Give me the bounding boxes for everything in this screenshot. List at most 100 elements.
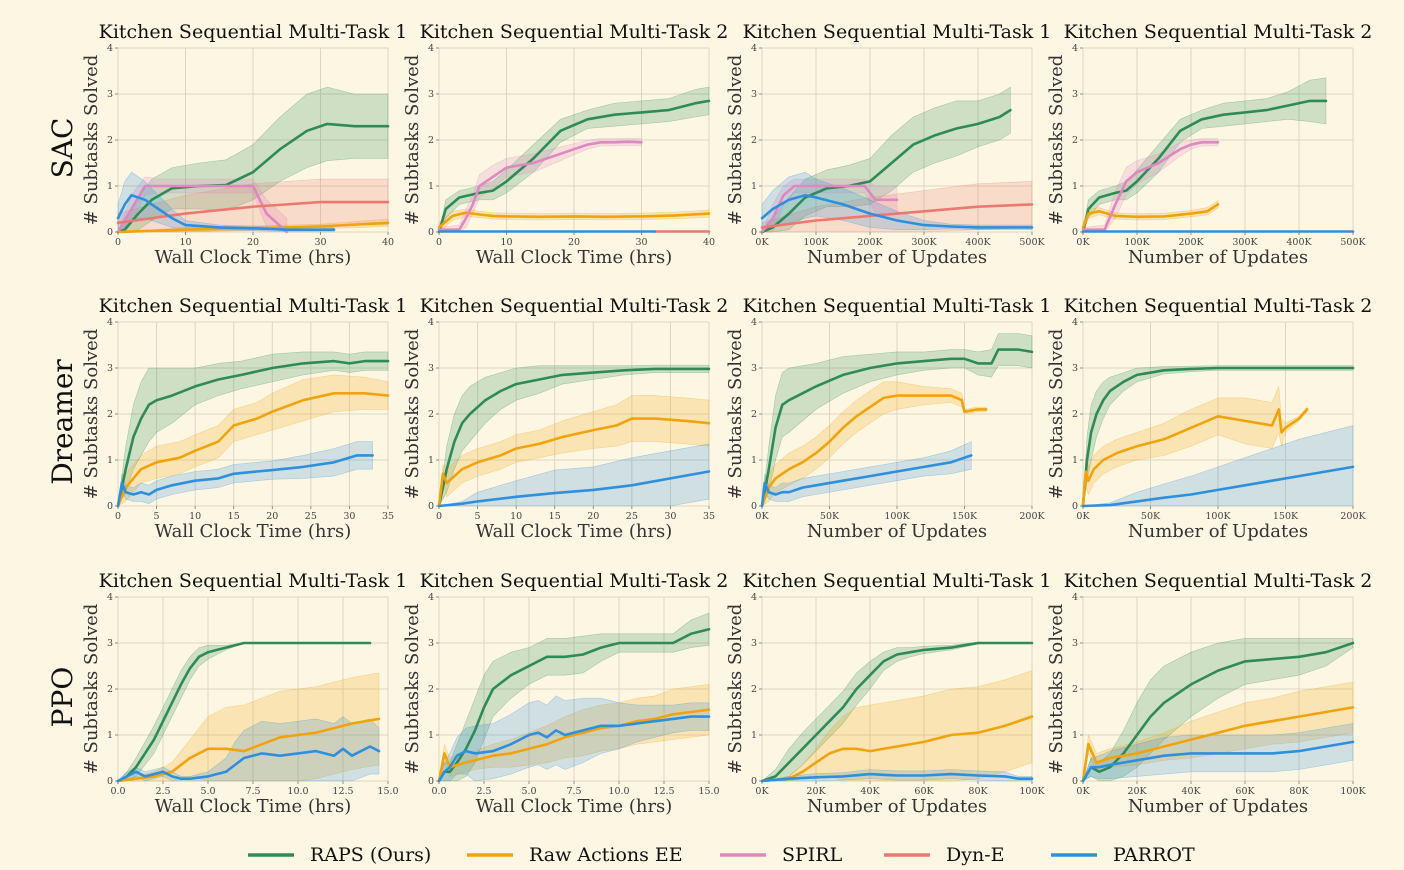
x-tick-label: 10.0 (608, 786, 629, 797)
x-tick-label: 30 (664, 511, 676, 522)
series-line (437, 367, 711, 508)
subplot-title: Kitchen Sequential Multi-Task 2 (1064, 21, 1373, 43)
y-tick-label: 0 (428, 501, 434, 512)
y-tick-label: 0 (1072, 501, 1078, 512)
x-axis-label: Number of Updates (807, 521, 987, 542)
x-tick-label: 150K (952, 511, 978, 522)
y-tick-label: 3 (1072, 638, 1078, 649)
x-tick-label: 10 (189, 511, 201, 522)
series-line (437, 140, 643, 231)
x-tick-label: 35 (382, 511, 394, 522)
x-tick-label: 0K (755, 237, 769, 248)
x-axis-label: Wall Clock Time (hrs) (476, 796, 673, 817)
y-tick-label: 1 (751, 181, 757, 192)
y-tick-label: 2 (751, 409, 757, 420)
y-axis-label: # Subtasks Solved (1046, 55, 1067, 226)
y-tick-label: 3 (428, 363, 434, 374)
series-line (437, 470, 711, 508)
x-tick-label: 0 (115, 237, 121, 248)
x-tick-label: 5.0 (200, 786, 215, 797)
series-line (760, 772, 1034, 783)
y-tick-label: 0 (751, 776, 757, 787)
x-tick-label: 7.5 (566, 786, 581, 797)
y-tick-label: 2 (1072, 684, 1078, 695)
y-tick-label: 4 (1072, 317, 1078, 328)
x-tick-label: 30 (343, 511, 355, 522)
y-tick-label: 2 (1072, 409, 1078, 420)
series-line (760, 641, 1034, 783)
x-tick-label: 10.0 (287, 786, 308, 797)
legend-item: Raw Actions EE (467, 844, 683, 866)
y-tick-label: 1 (107, 181, 113, 192)
x-tick-label: 30 (314, 237, 326, 248)
x-tick-label: 2.5 (476, 786, 491, 797)
x-tick-label: 15.0 (377, 786, 398, 797)
series-line (116, 200, 390, 225)
x-tick-label: 20 (247, 237, 259, 248)
x-tick-label: 0.0 (431, 786, 446, 797)
series-line (1081, 740, 1355, 783)
y-tick-label: 3 (751, 89, 757, 100)
row-labels: SAC Dreamer PPO (46, 118, 79, 728)
x-axis-label: Wall Clock Time (hrs) (155, 247, 352, 268)
y-tick-label: 2 (107, 684, 113, 695)
x-tick-label: 15 (549, 511, 561, 522)
series-band (761, 641, 1032, 782)
legend: RAPS (Ours) Raw Actions EE SPIRL Dyn-E PARRO… (248, 844, 1195, 866)
y-axis-label: # Subtasks Solved (725, 329, 746, 500)
x-tick-label: 80K (968, 786, 988, 797)
x-tick-label: 100K (1019, 786, 1045, 797)
series-line (116, 454, 374, 508)
x-tick-label: 35 (703, 511, 715, 522)
legend-item: PARROT (1051, 844, 1195, 866)
x-tick-label: 40K (1181, 786, 1201, 797)
x-tick-label: 300K (911, 237, 937, 248)
x-tick-label: 0K (755, 786, 769, 797)
x-axis-label: Number of Updates (1128, 521, 1308, 542)
x-tick-label: 20 (568, 237, 580, 248)
x-tick-label: 20 (266, 511, 278, 522)
x-tick-label: 15 (228, 511, 240, 522)
y-axis-label: # Subtasks Solved (402, 604, 423, 775)
x-tick-label: 400K (1286, 237, 1312, 248)
subplot-title: Kitchen Sequential Multi-Task 2 (1064, 295, 1373, 317)
y-axis-label: # Subtasks Solved (81, 604, 102, 775)
y-tick-label: 0 (1072, 776, 1078, 787)
x-axis-label: Wall Clock Time (hrs) (476, 247, 673, 268)
x-tick-label: 500K (1340, 237, 1366, 248)
y-tick-label: 2 (428, 135, 434, 146)
series-line (437, 715, 711, 783)
y-tick-label: 2 (428, 684, 434, 695)
y-tick-label: 4 (751, 43, 757, 54)
x-tick-label: 0K (755, 511, 769, 522)
series-line (760, 454, 973, 508)
series-line (116, 359, 390, 508)
series-line (116, 184, 289, 234)
y-tick-label: 3 (107, 638, 113, 649)
legend-item: Dyn-E (884, 844, 1005, 866)
subplot-title: Kitchen Sequential Multi-Task 2 (420, 570, 729, 592)
x-tick-label: 12.5 (332, 786, 353, 797)
x-tick-label: 0K (1076, 237, 1090, 248)
series-line (116, 391, 390, 508)
y-tick-label: 0 (107, 501, 113, 512)
x-axis-label: Wall Clock Time (hrs) (155, 796, 352, 817)
series-line (116, 193, 336, 231)
series-band (117, 642, 370, 782)
subplot-title: Kitchen Sequential Multi-Task 1 (743, 21, 1052, 43)
series-line (1081, 366, 1355, 508)
y-tick-label: 1 (1072, 181, 1078, 192)
subplot-title: Kitchen Sequential Multi-Task 2 (420, 295, 729, 317)
y-tick-label: 1 (428, 730, 434, 741)
x-tick-label: 500K (1019, 237, 1045, 248)
x-tick-label: 25 (626, 511, 638, 522)
subplot-title: Kitchen Sequential Multi-Task 2 (420, 21, 729, 43)
x-tick-label: 40 (382, 237, 394, 248)
